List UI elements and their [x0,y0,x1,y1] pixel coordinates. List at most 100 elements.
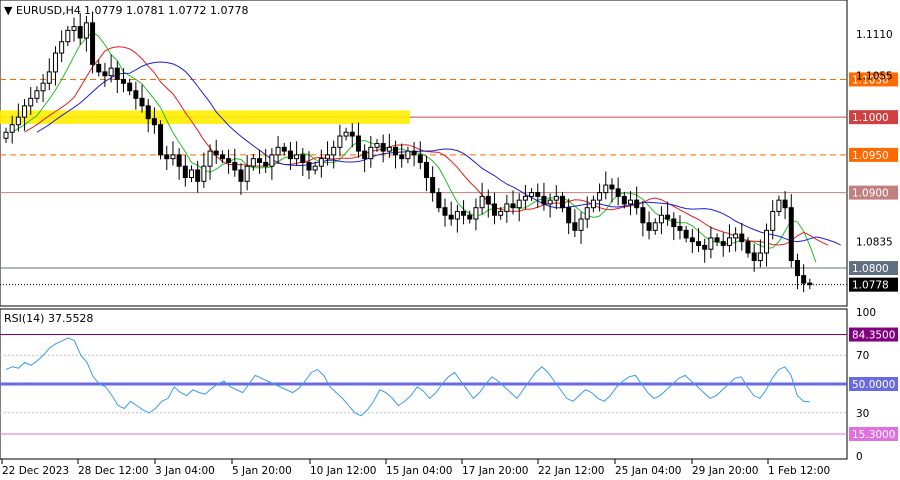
candle-body [603,184,609,194]
candle-body [250,158,256,167]
candle-body [182,165,188,179]
candle-body [300,154,306,163]
candle-body [52,52,58,73]
collapse-toggle-icon[interactable]: ▼ [4,4,13,17]
rsi-axis: 100 70 30 0 [856,307,876,463]
time-tick-label: 28 Dec 12:00 [78,465,149,477]
candle-body [646,222,652,231]
candle-body [343,131,349,137]
candle-body [745,241,751,254]
candle-body [708,237,714,250]
price-level-label: 1.0800 [852,263,889,275]
symbol-label: EURUSD,H4 [16,4,81,17]
price-tick-label: 1.0835 [856,237,893,249]
candle-body [399,154,405,160]
candle-body [164,154,170,160]
candle-body [689,237,695,243]
candle-body [281,146,287,152]
candle-body [133,90,139,99]
rsi-tick-label: 70 [856,350,869,362]
candle-body [120,78,126,84]
price-level-label: 1.0950 [852,150,889,162]
rsi-level-tag [849,426,898,441]
candle-body [467,214,473,220]
time-tick-label: 22 Jan 12:00 [538,465,604,477]
candle-body [201,165,207,182]
ohlc-values: 1.0779 1.0781 1.0772 1.0778 [84,4,248,17]
candle-body [411,150,417,156]
candle-body [541,195,547,205]
candle-body [386,146,392,152]
candle-body [479,195,485,209]
time-tick-label: 25 Jan 04:00 [615,465,681,477]
price-level-tag [849,72,898,87]
candle-body [794,260,800,277]
rsi-level-tag [849,327,898,342]
candle-body [405,150,411,160]
candle-body [671,218,677,228]
candle-body [448,214,454,220]
candle-body [733,233,739,239]
candle-body [244,165,250,182]
candle-body [374,143,380,148]
candle-body [801,275,807,284]
candle-body [90,22,96,65]
candle-body [578,218,584,231]
candle-body [355,135,361,152]
candle-body [207,150,213,167]
price-levels: 1.1050 1.1000 1.0950 1.0900 1.0800 1.0778 [0,72,898,292]
price-level-tag [849,185,898,200]
price-panel[interactable] [0,0,848,307]
candle-body [71,26,77,31]
candle-body [665,214,671,220]
rsi-level-tag [849,377,898,391]
candle-body [788,207,794,262]
candle-body [368,146,374,160]
candle-body [423,161,429,179]
candle-body [436,192,442,209]
candle-body [473,207,479,220]
candle-body [504,203,510,212]
candle-body [213,150,219,156]
candle-body [764,229,770,254]
candle-body [15,116,21,126]
candle-body [337,135,343,148]
candle-body [739,233,745,243]
candle-body [102,71,108,77]
candle-body [757,252,763,262]
candle-body [331,146,337,156]
candle-body [776,199,782,212]
candle-body [188,169,194,179]
candle-body [547,199,553,205]
time-tick-label: 3 Jan 04:00 [155,465,215,477]
candle-body [28,97,34,107]
candle-body [108,67,114,77]
candle-body [325,154,331,160]
candle-body [59,41,65,54]
price-level-label: 1.1000 [852,112,889,124]
candle-body [238,169,244,182]
candle-body [40,82,46,92]
highlight-rectangle[interactable] [0,110,410,124]
candle-body [529,192,535,197]
candle-body [559,195,565,209]
candle-body [294,154,300,160]
candle-body [349,131,355,137]
price-level-label: 1.0900 [852,188,889,200]
price-tick-label: 1.1055 [856,71,893,83]
candle-body [46,71,52,84]
candle-body [219,154,225,160]
candle-body [442,207,448,216]
candles [3,11,813,293]
candle-body [683,229,689,239]
candle-body [430,177,436,194]
candle-body [696,241,702,246]
candle-body [139,97,145,107]
time-tick-label: 22 Dec 2023 [2,465,69,477]
candle-body [702,244,708,250]
time-tick-label: 1 Feb 12:00 [768,465,830,477]
candle-body [83,22,89,39]
price-tick-label: 1.1110 [856,29,893,41]
candle-body [597,192,603,201]
